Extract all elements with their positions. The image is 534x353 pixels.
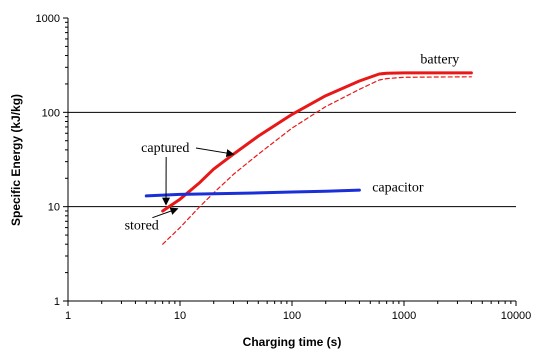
annotation-capacitor: capacitor [372, 180, 424, 195]
annotation-captured: captured [141, 141, 189, 156]
annotation-arrow-stored [152, 207, 179, 219]
y-tick-label: 1 [54, 296, 60, 308]
y-axis-title: Specific Energy (kJ/kg) [9, 94, 23, 226]
x-axis-title: Charging time (s) [243, 335, 342, 349]
grid [68, 111, 516, 208]
x-tick-label: 100 [283, 310, 301, 322]
series [144, 71, 473, 245]
x-tick-label: 10000 [501, 310, 532, 322]
x-tick-label: 1000 [392, 310, 416, 322]
y-tick-label: 1000 [36, 13, 60, 25]
x-tick-label: 1 [65, 310, 71, 322]
series-line-battery-captured [161, 71, 473, 213]
series-line-battery-stored [162, 76, 472, 245]
ticks: 1 10 100 1000 10000 1 10 100 1000 [36, 13, 532, 322]
y-tick-label: 100 [42, 107, 60, 119]
annotation-battery: battery [420, 52, 459, 67]
annotations: battery capacitor captured stored [125, 52, 460, 233]
series-line-capacitor-captured [144, 188, 361, 198]
annotation-stored: stored [125, 219, 159, 234]
x-tick-label: 10 [174, 310, 186, 322]
y-tick-label: 10 [48, 202, 60, 214]
annotation-arrow-captured [195, 147, 235, 157]
